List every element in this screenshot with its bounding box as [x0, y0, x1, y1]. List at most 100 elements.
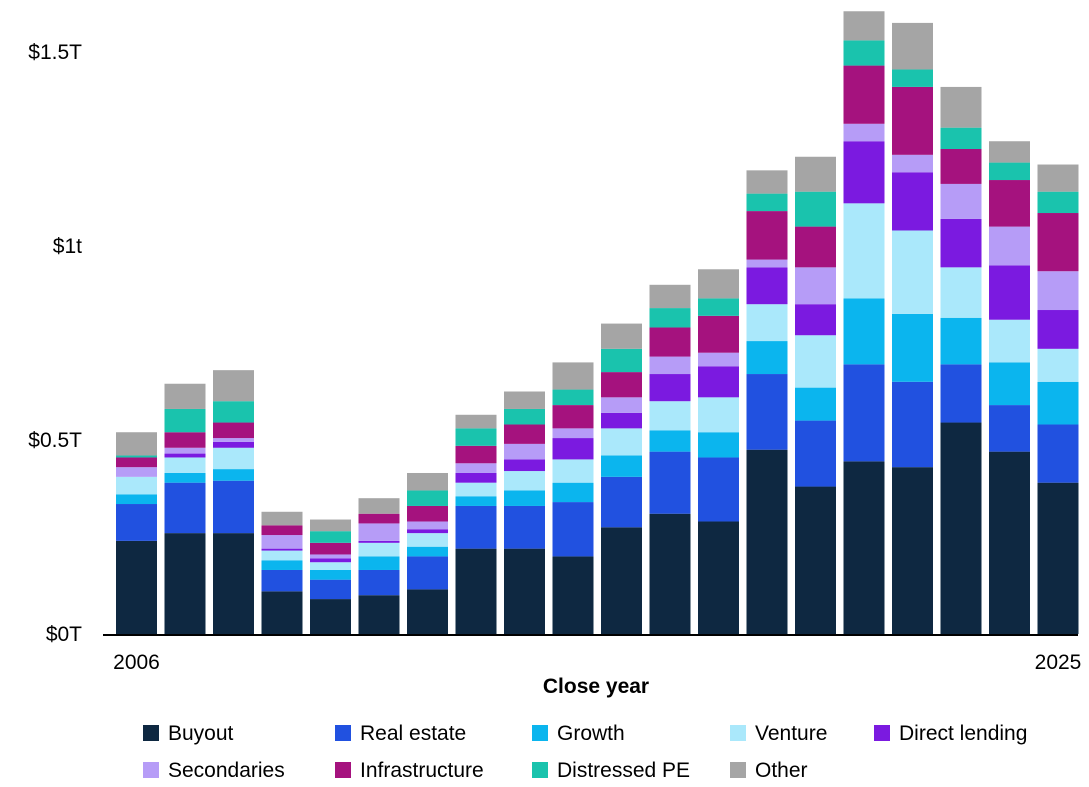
bar-segment-secondaries-2012	[407, 521, 448, 530]
bar-segment-buyout-2006	[116, 540, 157, 634]
bar-segment-distressed-pe-2007	[164, 408, 206, 433]
bar-segment-real-estate-2019	[746, 374, 788, 450]
bar-segment-buyout-2018	[698, 521, 739, 634]
bar-segment-buyout-2007	[164, 533, 206, 634]
bar-segment-other-2014	[504, 391, 545, 409]
bar-segment-buyout-2016	[601, 527, 642, 634]
bar-segment-direct-lending-2007	[164, 453, 206, 458]
bar-segment-growth-2015	[552, 482, 594, 503]
bar-segment-infrastructure-2014	[504, 424, 545, 444]
bar-segment-real-estate-2012	[407, 556, 448, 590]
bar-segment-infrastructure-2025	[1037, 213, 1079, 272]
bar-segment-buyout-2014	[504, 548, 545, 634]
bar-segment-infrastructure-2016	[601, 372, 642, 398]
bar-segment-secondaries-2014	[504, 443, 545, 460]
legend: Buyout Real estate Growth Venture Direct len…	[143, 722, 1027, 782]
bar-segment-other-2006	[116, 432, 157, 456]
legend-swatch	[532, 725, 548, 741]
bar-segment-venture-2006	[116, 476, 157, 495]
bar-segment-distressed-pe-2012	[407, 490, 448, 506]
bar-segment-buyout-2022	[892, 467, 933, 634]
bar-segment-direct-lending-2010	[310, 558, 351, 563]
bar-segment-secondaries-2022	[892, 154, 933, 173]
bar-segment-secondaries-2008	[213, 438, 254, 442]
bar-segment-real-estate-2017	[649, 451, 691, 514]
bar-segment-venture-2024	[989, 319, 1030, 363]
bar-segment-buyout-2009	[261, 591, 303, 634]
bar-segment-direct-lending-2019	[746, 267, 788, 305]
bar-segment-buyout-2008	[213, 533, 254, 634]
bar-segment-buyout-2019	[746, 449, 788, 634]
y-tick-label: $0.5T	[28, 429, 82, 452]
bar-segment-growth-2012	[407, 546, 448, 557]
bar-segment-direct-lending-2011	[358, 540, 400, 543]
bar-segment-venture-2022	[892, 230, 933, 314]
bar-segment-direct-lending-2012	[407, 529, 448, 534]
bar-segment-secondaries-2018	[698, 352, 739, 367]
bar-segment-distressed-pe-2020	[795, 191, 836, 227]
bar-segment-growth-2018	[698, 432, 739, 458]
bar-segment-other-2012	[407, 472, 448, 491]
bar-segment-distressed-pe-2025	[1037, 191, 1079, 214]
legend-swatch	[532, 762, 548, 778]
bar-segment-buyout-2013	[455, 548, 497, 634]
bar-segment-growth-2008	[213, 469, 254, 481]
legend-label: Direct lending	[899, 722, 1027, 745]
bar-segment-growth-2020	[795, 387, 836, 421]
bar-segment-distressed-pe-2021	[843, 40, 885, 66]
y-tick-label: $0T	[46, 623, 82, 646]
bar-segment-other-2022	[892, 22, 933, 70]
bar-segment-growth-2013	[455, 496, 497, 506]
legend-item-venture: Venture	[730, 722, 827, 745]
bar-segment-buyout-2011	[358, 595, 400, 634]
bar-segment-infrastructure-2018	[698, 315, 739, 353]
bar-segment-growth-2006	[116, 494, 157, 505]
bar-segment-venture-2019	[746, 304, 788, 342]
bar-segment-infrastructure-2024	[989, 180, 1030, 227]
bar-segment-infrastructure-2023	[940, 149, 982, 184]
bar-segment-growth-2007	[164, 472, 206, 483]
bar-segment-direct-lending-2016	[601, 412, 642, 429]
bar-segment-infrastructure-2013	[455, 445, 497, 464]
bar-segment-buyout-2015	[552, 556, 594, 634]
bar-segment-infrastructure-2007	[164, 432, 206, 448]
bar-segment-direct-lending-2025	[1037, 310, 1079, 349]
bar-segment-other-2020	[795, 156, 836, 192]
legend-item-direct-lending: Direct lending	[874, 722, 1027, 745]
bar-segment-secondaries-2007	[164, 447, 206, 454]
bar-segment-growth-2009	[261, 560, 303, 570]
bar-segment-secondaries-2016	[601, 397, 642, 413]
bar-segment-venture-2009	[261, 550, 303, 561]
legend-swatch	[143, 725, 159, 741]
bar-segment-secondaries-2010	[310, 554, 351, 559]
bar-segment-real-estate-2024	[989, 405, 1030, 452]
bar-segment-infrastructure-2008	[213, 422, 254, 439]
bar-segment-venture-2018	[698, 397, 739, 433]
x-tick-label: 2025	[1035, 651, 1082, 674]
bar-segment-direct-lending-2023	[940, 218, 982, 268]
bar-segment-direct-lending-2022	[892, 172, 933, 231]
bar-segment-secondaries-2021	[843, 123, 885, 142]
bar-segment-distressed-pe-2015	[552, 389, 594, 406]
bar-segment-growth-2016	[601, 455, 642, 477]
bar-segment-direct-lending-2018	[698, 366, 739, 398]
bar-segment-buyout-2017	[649, 513, 691, 634]
bar-segment-venture-2007	[164, 457, 206, 473]
bar-segment-distressed-pe-2014	[504, 408, 545, 425]
bar-segment-venture-2015	[552, 459, 594, 483]
bar-segment-other-2018	[698, 269, 739, 299]
bar-segment-secondaries-2024	[989, 226, 1030, 266]
bar-segment-growth-2021	[843, 298, 885, 365]
bar-segment-buyout-2021	[843, 461, 885, 634]
bar-segment-direct-lending-2014	[504, 459, 545, 472]
legend-label: Distressed PE	[557, 759, 690, 782]
bar-segment-distressed-pe-2010	[310, 531, 351, 543]
bar-segment-venture-2012	[407, 533, 448, 547]
bar-segment-buyout-2010	[310, 599, 351, 634]
bar-segment-secondaries-2023	[940, 183, 982, 219]
bar-segment-venture-2017	[649, 401, 691, 431]
legend-item-infrastructure: Infrastructure	[335, 759, 484, 782]
bar-segment-infrastructure-2015	[552, 405, 594, 429]
bar-segment-direct-lending-2009	[261, 548, 303, 551]
bar-segment-direct-lending-2017	[649, 374, 691, 402]
